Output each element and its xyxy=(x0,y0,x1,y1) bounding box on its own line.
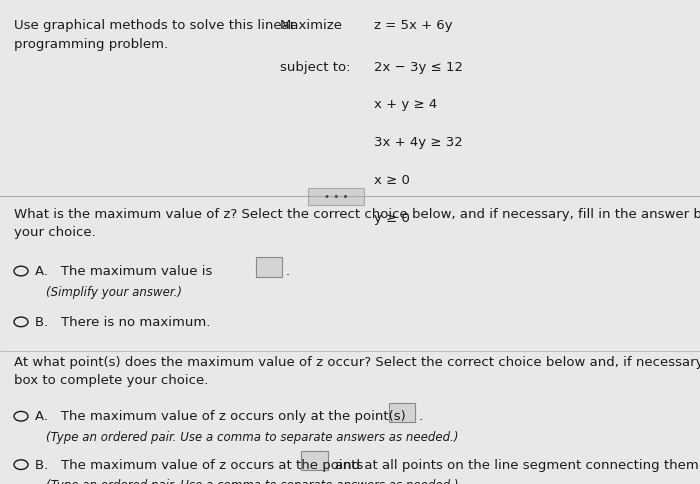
Text: A.   The maximum value is: A. The maximum value is xyxy=(35,265,212,278)
Text: (Type an ordered pair. Use a comma to separate answers as needed.): (Type an ordered pair. Use a comma to se… xyxy=(46,479,458,484)
Text: B.   There is no maximum.: B. There is no maximum. xyxy=(35,316,211,329)
Text: B.   The maximum value of z occurs at the points: B. The maximum value of z occurs at the … xyxy=(35,459,363,472)
Bar xyxy=(256,257,282,277)
Text: y ≥ 0: y ≥ 0 xyxy=(374,212,410,225)
Text: subject to:: subject to: xyxy=(280,60,351,74)
Text: A.   The maximum value of z occurs only at the point(s): A. The maximum value of z occurs only at… xyxy=(35,410,406,424)
Text: At what point(s) does the maximum value of z occur? Select the correct choice be: At what point(s) does the maximum value … xyxy=(14,356,700,387)
Text: x + y ≥ 4: x + y ≥ 4 xyxy=(374,98,438,111)
Text: What is the maximum value of z? Select the correct choice below, and if necessar: What is the maximum value of z? Select t… xyxy=(14,208,700,239)
Text: (Type an ordered pair. Use a comma to separate answers as needed.): (Type an ordered pair. Use a comma to se… xyxy=(46,431,458,444)
Text: Use graphical methods to solve this linear
programming problem.: Use graphical methods to solve this line… xyxy=(14,19,295,51)
FancyBboxPatch shape xyxy=(308,188,364,205)
Text: (Simplify your answer.): (Simplify your answer.) xyxy=(46,286,181,299)
Text: x ≥ 0: x ≥ 0 xyxy=(374,174,410,187)
Text: 2x − 3y ≤ 12: 2x − 3y ≤ 12 xyxy=(374,60,463,74)
Text: .: . xyxy=(286,265,290,278)
Text: z = 5x + 6y: z = 5x + 6y xyxy=(374,19,453,32)
Bar xyxy=(301,451,328,470)
Text: .: . xyxy=(419,410,423,424)
Text: 3x + 4y ≥ 32: 3x + 4y ≥ 32 xyxy=(374,136,463,149)
Text: • • •: • • • xyxy=(323,192,349,201)
Bar xyxy=(389,403,415,422)
Text: and at all points on the line segment connecting them.: and at all points on the line segment co… xyxy=(335,459,700,472)
Text: Maximize: Maximize xyxy=(280,19,343,32)
